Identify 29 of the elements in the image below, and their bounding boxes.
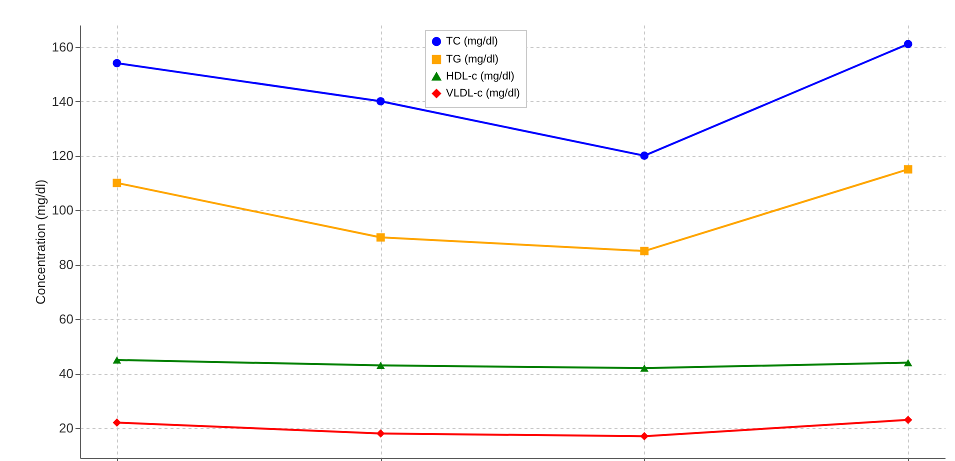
point — [112, 356, 122, 364]
point — [376, 362, 385, 370]
point — [904, 416, 912, 424]
point — [112, 178, 122, 188]
y-tick-label: 160 — [52, 39, 74, 54]
legend-label: VLDL-c (mg/dl) — [446, 88, 520, 100]
y-tick-label: 40 — [59, 366, 74, 382]
legend-label: TG (mg/dl) — [446, 54, 499, 66]
point — [640, 364, 649, 372]
point — [904, 40, 912, 48]
point — [112, 58, 122, 68]
point — [904, 165, 912, 174]
y-tick-label: 20 — [59, 420, 74, 436]
y-tick-label: 140 — [52, 94, 74, 109]
y-tick-label: 80 — [59, 257, 74, 272]
point — [376, 97, 385, 106]
point — [904, 359, 912, 366]
point — [640, 152, 649, 160]
point — [376, 233, 385, 242]
point — [376, 429, 385, 438]
legend-label: TC (mg/dl) — [446, 36, 498, 48]
point — [112, 418, 122, 427]
y-tick-label: 120 — [52, 148, 74, 164]
y-tick-label: 100 — [52, 202, 74, 218]
point — [640, 246, 649, 256]
legend-label: HDL-c (mg/dl) — [446, 70, 514, 82]
y-axis-title: Concentration (mg/dl) — [32, 180, 48, 304]
y-tick-label: 60 — [59, 312, 74, 327]
point — [640, 432, 649, 440]
